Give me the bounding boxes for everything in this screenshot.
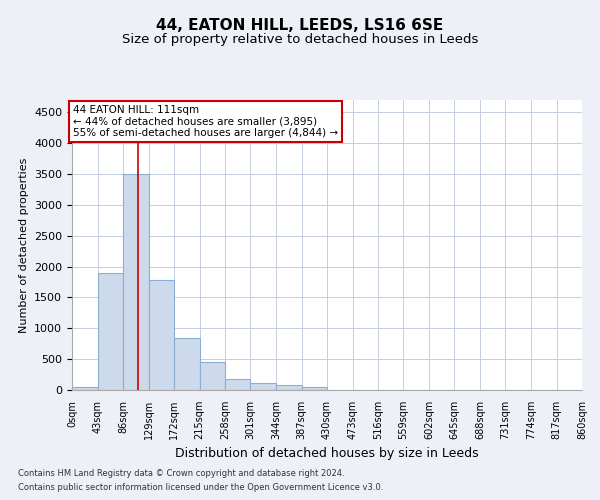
Text: Contains public sector information licensed under the Open Government Licence v3: Contains public sector information licen… [18,484,383,492]
Text: 44, EATON HILL, LEEDS, LS16 6SE: 44, EATON HILL, LEEDS, LS16 6SE [157,18,443,32]
Bar [225,378,251,390]
X-axis label: Distribution of detached houses by size in Leeds: Distribution of detached houses by size … [175,448,479,460]
Bar [97,273,123,390]
Y-axis label: Number of detached properties: Number of detached properties [19,158,29,332]
Bar [149,280,174,390]
Bar [72,387,97,390]
Text: Contains HM Land Registry data © Crown copyright and database right 2024.: Contains HM Land Registry data © Crown c… [18,468,344,477]
Bar [123,174,149,390]
Text: 44 EATON HILL: 111sqm
← 44% of detached houses are smaller (3,895)
55% of semi-d: 44 EATON HILL: 111sqm ← 44% of detached … [73,105,338,138]
Bar [174,338,199,390]
Bar [199,362,225,390]
Text: Size of property relative to detached houses in Leeds: Size of property relative to detached ho… [122,32,478,46]
Bar [302,386,327,390]
Bar [251,383,276,390]
Bar [276,385,302,390]
